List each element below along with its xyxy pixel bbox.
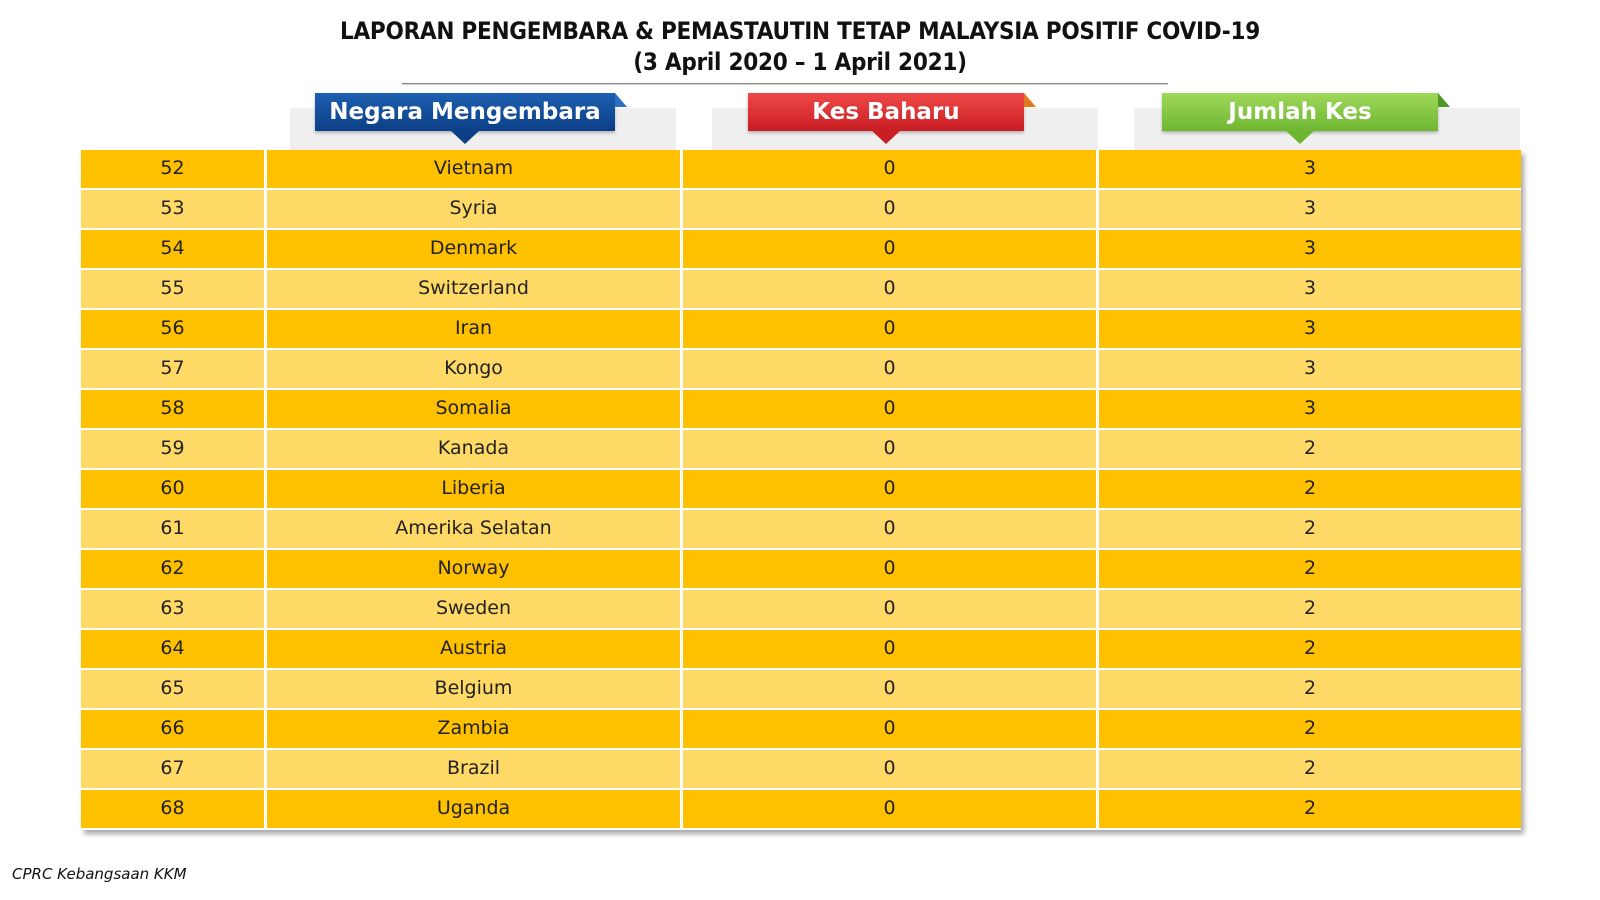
new-cases-cell: 0	[683, 710, 1099, 748]
table-row: 63 Sweden 0 2	[81, 590, 1521, 630]
table-row: 55 Switzerland 0 3	[81, 270, 1521, 310]
row-number-cell: 62	[81, 550, 267, 588]
table-row: 60 Liberia 0 2	[81, 470, 1521, 510]
new-cases-cell: 0	[683, 470, 1099, 508]
row-number-cell: 57	[81, 350, 267, 388]
table-row: 56 Iran 0 3	[81, 310, 1521, 350]
new-cases-cell: 0	[683, 550, 1099, 588]
table-row: 65 Belgium 0 2	[81, 670, 1521, 710]
table-row: 57 Kongo 0 3	[81, 350, 1521, 390]
table-row: 66 Zambia 0 2	[81, 710, 1521, 750]
country-cell: Iran	[267, 310, 683, 348]
country-cell: Norway	[267, 550, 683, 588]
new-cases-cell: 0	[683, 310, 1099, 348]
table-row: 58 Somalia 0 3	[81, 390, 1521, 430]
source-footer: CPRC Kebangsaan KKM	[12, 865, 187, 883]
new-cases-cell: 0	[683, 230, 1099, 268]
new-cases-cell: 0	[683, 630, 1099, 668]
total-cases-cell: 2	[1099, 790, 1521, 828]
table-row: 64 Austria 0 2	[81, 630, 1521, 670]
report-title-line2: (3 April 2020 – 1 April 2021)	[633, 48, 967, 76]
header-new-cases-label: Kes Baharu	[812, 99, 960, 125]
row-number-cell: 64	[81, 630, 267, 668]
row-number-cell: 63	[81, 590, 267, 628]
total-cases-cell: 2	[1099, 470, 1521, 508]
report-title-line1: LAPORAN PENGEMBARA & PEMASTAUTIN TETAP M…	[339, 17, 1261, 45]
country-cell: Switzerland	[267, 270, 683, 308]
table-row: 62 Norway 0 2	[81, 550, 1521, 590]
new-cases-cell: 0	[683, 270, 1099, 308]
total-cases-cell: 3	[1099, 390, 1521, 428]
table-row: 53 Syria 0 3	[81, 190, 1521, 230]
total-cases-cell: 3	[1099, 190, 1521, 228]
cases-table: 52 Vietnam 0 3 53 Syria 0 3 54 Denmark 0 3 55 Switzer…	[81, 150, 1521, 830]
title-divider	[402, 83, 1168, 85]
row-number-cell: 67	[81, 750, 267, 788]
total-cases-cell: 2	[1099, 430, 1521, 468]
country-cell: Austria	[267, 630, 683, 668]
header-new-cases: Kes Baharu	[748, 93, 1036, 144]
new-cases-cell: 0	[683, 790, 1099, 828]
total-cases-cell: 2	[1099, 710, 1521, 748]
new-cases-cell: 0	[683, 750, 1099, 788]
country-cell: Uganda	[267, 790, 683, 828]
country-cell: Somalia	[267, 390, 683, 428]
total-cases-cell: 3	[1099, 270, 1521, 308]
total-cases-cell: 2	[1099, 670, 1521, 708]
new-cases-cell: 0	[683, 190, 1099, 228]
row-number-cell: 66	[81, 710, 267, 748]
table-row: 54 Denmark 0 3	[81, 230, 1521, 270]
new-cases-cell: 0	[683, 430, 1099, 468]
country-cell: Sweden	[267, 590, 683, 628]
row-number-cell: 58	[81, 390, 267, 428]
country-cell: Brazil	[267, 750, 683, 788]
row-number-cell: 56	[81, 310, 267, 348]
country-cell: Denmark	[267, 230, 683, 268]
row-number-cell: 55	[81, 270, 267, 308]
total-cases-cell: 2	[1099, 750, 1521, 788]
total-cases-cell: 2	[1099, 630, 1521, 668]
header-total-cases: Jumlah Kes	[1162, 93, 1450, 144]
new-cases-cell: 0	[683, 590, 1099, 628]
row-number-cell: 65	[81, 670, 267, 708]
row-number-cell: 53	[81, 190, 267, 228]
row-number-cell: 60	[81, 470, 267, 508]
new-cases-cell: 0	[683, 350, 1099, 388]
country-cell: Kanada	[267, 430, 683, 468]
new-cases-cell: 0	[683, 670, 1099, 708]
country-cell: Belgium	[267, 670, 683, 708]
total-cases-cell: 2	[1099, 550, 1521, 588]
header-total-cases-label: Jumlah Kes	[1228, 99, 1372, 125]
table-row: 59 Kanada 0 2	[81, 430, 1521, 470]
new-cases-cell: 0	[683, 390, 1099, 428]
country-cell: Syria	[267, 190, 683, 228]
country-cell: Vietnam	[267, 150, 683, 188]
table-row: 61 Amerika Selatan 0 2	[81, 510, 1521, 550]
table-row: 52 Vietnam 0 3	[81, 150, 1521, 190]
country-cell: Zambia	[267, 710, 683, 748]
total-cases-cell: 3	[1099, 150, 1521, 188]
new-cases-cell: 0	[683, 150, 1099, 188]
header-country: Negara Mengembara	[315, 93, 627, 144]
country-cell: Liberia	[267, 470, 683, 508]
row-number-cell: 52	[81, 150, 267, 188]
country-cell: Kongo	[267, 350, 683, 388]
row-number-cell: 68	[81, 790, 267, 828]
report-title: LAPORAN PENGEMBARA & PEMASTAUTIN TETAP M…	[80, 16, 1520, 78]
new-cases-cell: 0	[683, 510, 1099, 548]
table-row: 67 Brazil 0 2	[81, 750, 1521, 790]
total-cases-cell: 3	[1099, 350, 1521, 388]
total-cases-cell: 3	[1099, 230, 1521, 268]
country-cell: Amerika Selatan	[267, 510, 683, 548]
total-cases-cell: 2	[1099, 510, 1521, 548]
row-number-cell: 61	[81, 510, 267, 548]
row-number-cell: 59	[81, 430, 267, 468]
table-row: 68 Uganda 0 2	[81, 790, 1521, 830]
header-country-label: Negara Mengembara	[329, 99, 601, 125]
row-number-cell: 54	[81, 230, 267, 268]
total-cases-cell: 3	[1099, 310, 1521, 348]
total-cases-cell: 2	[1099, 590, 1521, 628]
